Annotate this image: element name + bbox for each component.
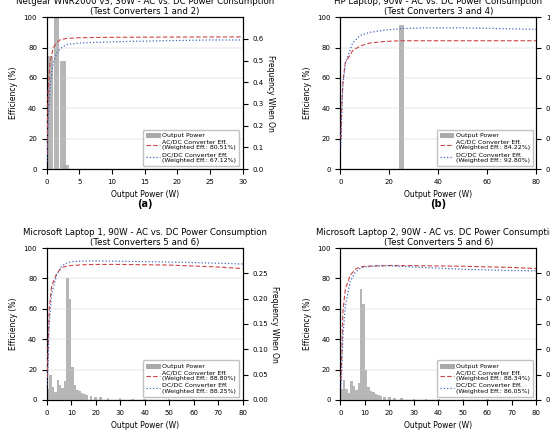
Bar bbox=[63, 165, 69, 169]
Bar bbox=[47, 389, 49, 400]
Bar bbox=[76, 390, 79, 400]
Bar bbox=[362, 304, 365, 400]
Bar bbox=[375, 394, 377, 400]
Bar bbox=[59, 385, 62, 400]
X-axis label: Output Power (W): Output Power (W) bbox=[111, 421, 179, 430]
Bar bbox=[383, 397, 386, 400]
Bar bbox=[67, 278, 69, 400]
Bar bbox=[461, 399, 464, 400]
Bar bbox=[379, 396, 382, 400]
Y-axis label: Efficiency (%): Efficiency (%) bbox=[302, 298, 312, 350]
Y-axis label: Efficiency (%): Efficiency (%) bbox=[302, 67, 312, 120]
Bar bbox=[360, 289, 362, 400]
Bar bbox=[95, 397, 97, 400]
Title: Netgear WNR2000 v3, 36W - AC vs. DC Power Consumption
(Test Converters 1 and 2): Netgear WNR2000 v3, 36W - AC vs. DC Powe… bbox=[15, 0, 274, 16]
Bar bbox=[370, 391, 372, 400]
X-axis label: Output Power (W): Output Power (W) bbox=[404, 190, 472, 200]
Bar bbox=[144, 399, 146, 400]
Legend: Output Power, AC/DC Converter Eff.
(Weighted Eff.: 84.22%), DC/DC Converter Eff.: Output Power, AC/DC Converter Eff. (Weig… bbox=[437, 129, 533, 166]
Bar bbox=[47, 56, 53, 169]
X-axis label: Output Power (W): Output Power (W) bbox=[404, 421, 472, 430]
Bar bbox=[86, 395, 89, 400]
Bar bbox=[54, 392, 57, 400]
Bar bbox=[425, 399, 427, 400]
Bar bbox=[52, 387, 54, 400]
Bar bbox=[355, 390, 358, 400]
Bar bbox=[486, 399, 488, 400]
Y-axis label: Efficiency (%): Efficiency (%) bbox=[9, 67, 18, 120]
Bar bbox=[64, 381, 67, 400]
Legend: Output Power, AC/DC Converter Eff.
(Weighted Eff.: 88.34%), DC/DC Converter Eff.: Output Power, AC/DC Converter Eff. (Weig… bbox=[437, 360, 533, 397]
Y-axis label: Frequency When On: Frequency When On bbox=[266, 55, 274, 132]
Bar bbox=[69, 299, 72, 400]
Legend: Output Power, AC/DC Converter Eff.
(Weighted Eff.: 88.80%), DC/DC Converter Eff.: Output Power, AC/DC Converter Eff. (Weig… bbox=[143, 360, 239, 397]
Bar bbox=[119, 398, 122, 400]
Bar bbox=[74, 385, 76, 400]
Bar bbox=[100, 397, 102, 400]
Bar bbox=[343, 380, 345, 400]
Bar bbox=[412, 399, 415, 400]
Bar bbox=[71, 367, 74, 400]
Bar bbox=[168, 399, 170, 400]
Bar bbox=[62, 388, 64, 400]
Bar bbox=[107, 398, 109, 400]
Bar bbox=[81, 393, 84, 400]
Bar bbox=[79, 391, 81, 400]
Title: Microsoft Laptop 2, 90W - AC vs. DC Power Consumption
(Test Converters 5 and 6): Microsoft Laptop 2, 90W - AC vs. DC Powe… bbox=[316, 228, 550, 247]
Bar bbox=[57, 380, 59, 400]
Bar bbox=[400, 398, 403, 400]
Text: (b): (b) bbox=[430, 200, 447, 209]
Bar bbox=[90, 396, 92, 400]
Bar bbox=[372, 392, 375, 400]
Bar bbox=[340, 389, 343, 400]
Bar bbox=[49, 375, 52, 400]
Y-axis label: Frequency When On: Frequency When On bbox=[270, 286, 279, 362]
Bar bbox=[350, 381, 353, 400]
Bar bbox=[399, 25, 404, 169]
Bar bbox=[192, 399, 195, 400]
Bar bbox=[437, 399, 439, 400]
X-axis label: Output Power (W): Output Power (W) bbox=[111, 190, 179, 200]
Y-axis label: Efficiency (%): Efficiency (%) bbox=[9, 298, 18, 350]
Bar bbox=[388, 397, 390, 400]
Title: HP Laptop, 90W - AC vs. DC Power Consumption
(Test Converters 3 and 4): HP Laptop, 90W - AC vs. DC Power Consump… bbox=[334, 0, 542, 16]
Bar bbox=[367, 387, 370, 400]
Title: Microsoft Laptop 1, 90W - AC vs. DC Power Consumption
(Test Converters 5 and 6): Microsoft Laptop 1, 90W - AC vs. DC Powe… bbox=[23, 228, 267, 247]
Bar bbox=[358, 383, 360, 400]
Bar bbox=[393, 398, 395, 400]
Bar bbox=[377, 395, 379, 400]
Bar bbox=[353, 386, 355, 400]
Text: (a): (a) bbox=[137, 200, 152, 209]
Bar bbox=[84, 394, 86, 400]
Bar bbox=[53, 0, 59, 169]
Bar bbox=[365, 369, 367, 400]
Legend: Output Power, AC/DC Converter Eff.
(Weighted Eff.: 80.51%), DC/DC Converter Eff.: Output Power, AC/DC Converter Eff. (Weig… bbox=[143, 129, 239, 166]
Bar bbox=[131, 399, 134, 400]
Bar bbox=[345, 389, 348, 400]
Bar bbox=[60, 61, 66, 169]
Bar bbox=[348, 393, 350, 400]
